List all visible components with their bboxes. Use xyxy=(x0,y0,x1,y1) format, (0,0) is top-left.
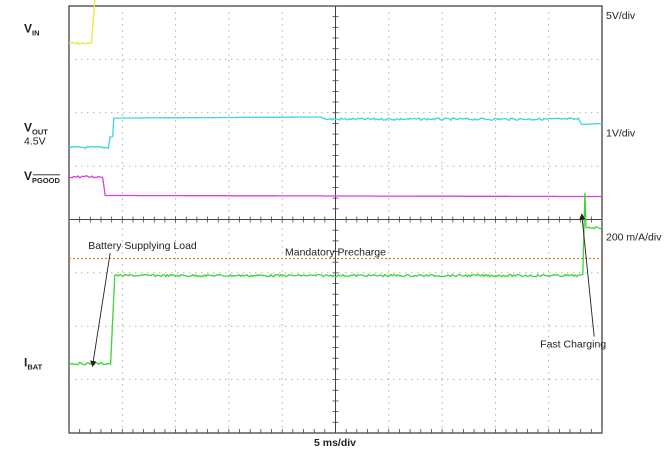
channel-label-v-pgood: VPGOOD xyxy=(24,169,61,185)
channel-label-extra: 4.5V xyxy=(24,135,46,147)
reference-lines: Mandatory Precharge xyxy=(69,246,602,260)
trace-v-pgood xyxy=(68,175,602,198)
channel-label-i-bat: IBAT xyxy=(24,356,43,372)
annotation-arrow xyxy=(579,213,595,337)
trace-v-out xyxy=(68,116,603,150)
grid xyxy=(68,5,603,434)
annotations: Battery Supplying Load Fast Charging xyxy=(88,213,606,368)
annotation-battery-supplying-load: Battery Supplying Load xyxy=(88,240,197,252)
x-axis-label: 5 ms/div xyxy=(314,437,356,449)
reference-line-label: Mandatory Precharge xyxy=(285,246,386,258)
scale-label-v-out: 1V/div xyxy=(606,127,636,139)
annotation-arrow xyxy=(90,252,111,368)
annotation-fast-charging: Fast Charging xyxy=(540,339,606,351)
traces xyxy=(68,0,603,366)
scale-label-v-in: 5V/div xyxy=(606,10,636,22)
scale-label-i-bat: 200 m/A/div xyxy=(606,232,662,244)
channel-label-v-out: VOUT xyxy=(24,120,48,136)
trace-i-bat xyxy=(68,192,603,366)
channel-label-v-in: VIN xyxy=(24,21,40,37)
